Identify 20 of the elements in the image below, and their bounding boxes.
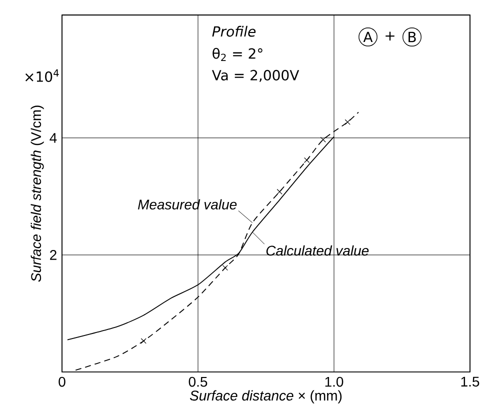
annotation: θ$_{2}$ = 2° <box>212 48 262 61</box>
x-tick-label: 1.0 <box>325 376 344 387</box>
annotation: Profile <box>212 26 256 37</box>
annotation: B <box>408 32 416 42</box>
y-axis-title: Surface field strength (V/cm) <box>30 106 44 282</box>
x-tick-label: 1.5 <box>461 376 480 387</box>
x-axis-title: Surface distance × (mm) <box>190 390 342 404</box>
series-label: Measured value <box>138 199 237 210</box>
legend-label: Calculated value <box>266 245 369 256</box>
point <box>344 119 350 125</box>
point <box>222 265 228 271</box>
text: ×10$^{4}$ <box>25 69 59 82</box>
y-tick-label: 4 <box>50 133 57 143</box>
x-tick-label: 0.5 <box>188 376 208 387</box>
x-tick-label: 0 <box>58 376 66 387</box>
annotation: Va = 2,000V <box>212 70 300 82</box>
y-tick-label: 2 <box>50 250 56 260</box>
annotation: A <box>363 32 373 42</box>
annotation: + <box>386 32 394 40</box>
point <box>140 338 146 344</box>
